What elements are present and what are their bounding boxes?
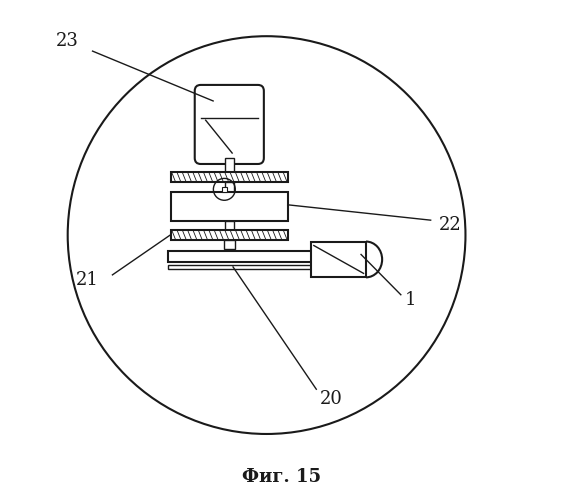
FancyBboxPatch shape: [195, 85, 264, 164]
Bar: [168, 265, 314, 269]
Text: 23: 23: [56, 32, 79, 50]
Bar: [171, 172, 288, 182]
Text: 20: 20: [320, 390, 343, 408]
Bar: [224, 240, 235, 248]
Bar: [171, 230, 288, 239]
Bar: [225, 220, 234, 230]
Text: Фиг. 15: Фиг. 15: [242, 468, 321, 486]
Bar: [225, 182, 234, 192]
Bar: [171, 192, 288, 220]
Text: 1: 1: [405, 290, 417, 308]
Bar: [222, 187, 227, 192]
Bar: [311, 242, 366, 278]
Text: 21: 21: [76, 271, 99, 289]
Bar: [225, 158, 234, 172]
Bar: [168, 252, 314, 262]
Text: 22: 22: [439, 216, 462, 234]
